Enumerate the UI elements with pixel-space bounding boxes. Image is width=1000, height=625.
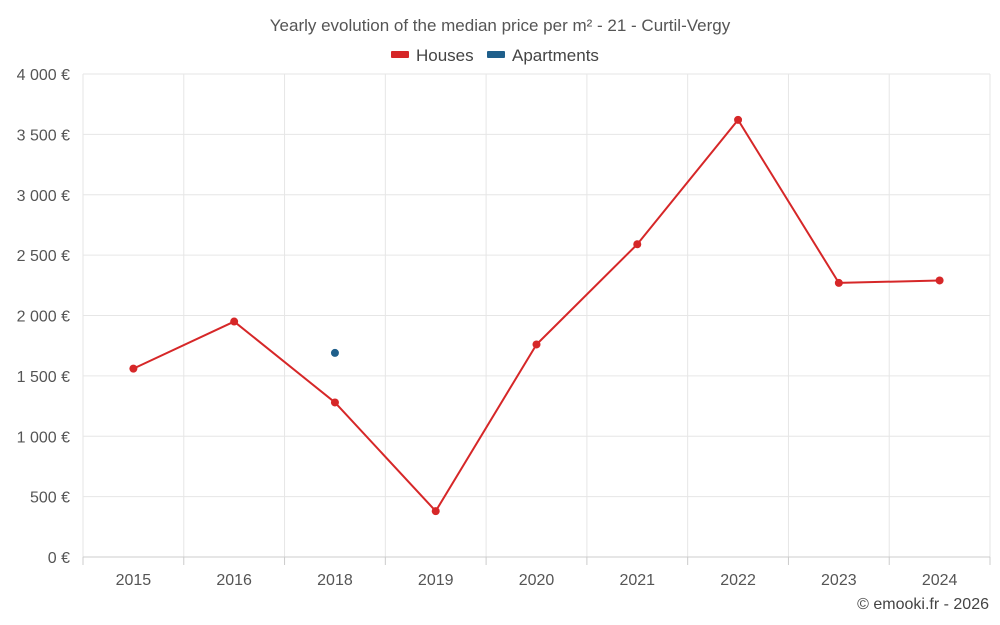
data-point-houses[interactable] [935,276,944,285]
data-point-houses[interactable] [633,240,642,249]
x-grid [82,74,991,557]
credit-text: © emooki.fr - 2026 [857,596,989,613]
y-tick-label: 0 € [48,550,70,567]
y-tick-label: 1 500 € [17,369,70,386]
y-axis-ticks: 0 € 500 € 1 000 € 1 500 € 2 000 € 2 500 € 3 00… [17,67,70,567]
x-tick-label: 2016 [216,572,252,589]
y-grid [83,73,990,498]
y-tick-label: 4 000 € [17,67,70,84]
y-tick-label: 500 € [30,490,70,507]
data-point-houses[interactable] [230,317,239,326]
y-tick-label: 2 500 € [17,248,70,265]
x-tick-label: 2020 [519,572,555,589]
data-point-houses[interactable] [330,398,339,407]
series-layer [129,115,944,516]
x-tick-label: 2021 [619,572,655,589]
y-tick-label: 3 000 € [17,188,70,205]
legend-item-houses[interactable]: Houses [391,46,474,65]
y-tick-label: 2 000 € [17,309,70,326]
x-tick-label: 2024 [922,572,958,589]
x-axis-ticks: 2015 2016 2018 2019 2020 2021 2022 2023 2024 [82,557,991,589]
x-tick-label: 2018 [317,572,353,589]
legend-swatch-houses [391,51,409,58]
data-point-houses[interactable] [734,115,743,124]
legend-swatch-apartments [487,51,505,58]
data-point-houses[interactable] [834,278,843,287]
data-point-houses[interactable] [532,340,541,349]
data-point-houses[interactable] [129,364,138,373]
legend: Houses Apartments [391,46,599,65]
legend-label-apartments: Apartments [512,46,599,65]
legend-label-houses: Houses [416,46,474,65]
x-tick-label: 2019 [418,572,454,589]
y-tick-label: 3 500 € [17,127,70,144]
y-tick-label: 1 000 € [17,429,70,446]
data-point-houses[interactable] [431,507,440,516]
data-point-apartments[interactable] [330,348,339,357]
legend-item-apartments[interactable]: Apartments [487,46,599,65]
x-tick-label: 2015 [116,572,152,589]
x-tick-label: 2023 [821,572,857,589]
chart-title: Yearly evolution of the median price per… [270,16,731,35]
x-tick-label: 2022 [720,572,756,589]
